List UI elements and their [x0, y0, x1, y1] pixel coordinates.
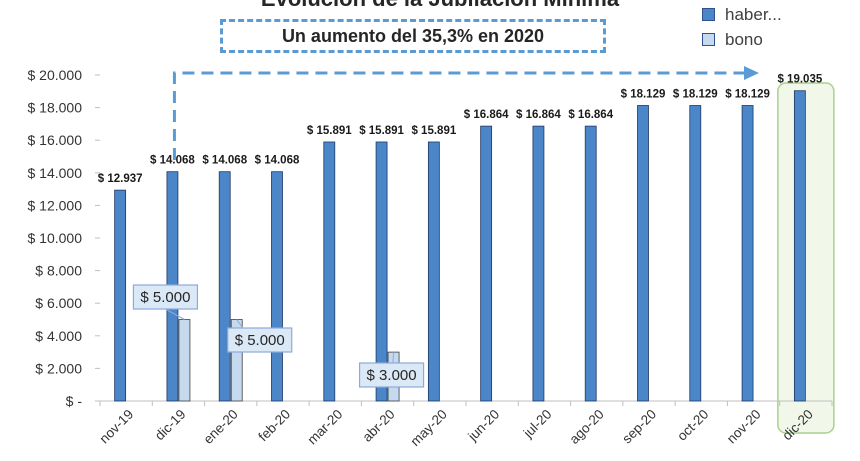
y-tick-label: $ 4.000 — [35, 328, 82, 344]
bar-haber — [427, 141, 440, 402]
y-tick-label: $ 10.000 — [28, 230, 83, 246]
data-label-bono: $ 5.000 — [140, 289, 190, 306]
legend-swatch-haber — [702, 8, 715, 21]
data-label-haber: $ 16.864 — [568, 109, 613, 121]
increase-annotation-box: Un aumento del 35,3% en 2020 — [220, 19, 606, 53]
bar-haber — [532, 125, 545, 402]
highlight-frame — [777, 82, 835, 434]
data-label-haber: $ 15.891 — [307, 125, 352, 137]
y-tick-label: $ 16.000 — [28, 132, 83, 148]
legend-item-bono: bono — [702, 27, 782, 52]
x-tick-label: abr-20 — [359, 407, 397, 445]
x-tick-label: ago-20 — [566, 407, 606, 447]
data-label-bono: $ 5.000 — [235, 332, 285, 349]
legend-item-haber: haber... — [702, 2, 782, 27]
bar-haber — [323, 141, 336, 402]
data-label-haber: $ 16.864 — [516, 109, 561, 121]
bar-haber — [584, 125, 597, 402]
x-tick-label: nov-20 — [724, 407, 764, 447]
x-tick-label: jun-20 — [464, 407, 502, 445]
data-label-haber: $ 14.068 — [255, 155, 300, 167]
increase-arrow-head — [744, 66, 759, 80]
legend: haber... bono — [702, 2, 782, 52]
bar-haber — [637, 105, 649, 402]
data-label-haber: $ 16.864 — [464, 109, 509, 121]
bar-bono — [178, 319, 191, 402]
data-label-haber: $ 18.129 — [621, 88, 666, 100]
data-label-haber: $ 15.891 — [411, 125, 456, 137]
x-tick-label: nov-19 — [96, 407, 136, 447]
data-label-haber: $ 15.891 — [359, 125, 404, 137]
legend-swatch-bono — [702, 33, 715, 46]
legend-label-haber: haber... — [725, 4, 782, 24]
y-tick-label: $ 12.000 — [28, 197, 83, 213]
bar-haber — [480, 125, 493, 402]
x-tick-label: jul-20 — [520, 407, 555, 442]
x-tick-label: may-20 — [408, 407, 450, 449]
bar-haber — [689, 105, 702, 402]
x-tick-label: feb-20 — [255, 407, 293, 445]
bono-callout-box — [132, 284, 199, 310]
data-label-haber: $ 14.068 — [202, 155, 247, 167]
data-label-haber: $ 18.129 — [673, 88, 718, 100]
increase-arrow — [172, 71, 745, 160]
y-tick-label: $ - — [66, 393, 83, 409]
bar-haber — [271, 171, 283, 402]
legend-label-bono: bono — [725, 29, 763, 49]
y-tick-label: $ 8.000 — [35, 263, 82, 279]
x-tick-label: sep-20 — [619, 407, 659, 447]
bar-haber — [218, 171, 231, 402]
y-tick-label: $ 18.000 — [28, 100, 83, 116]
y-tick-label: $ 2.000 — [35, 360, 82, 376]
x-tick-label: ene-20 — [200, 407, 240, 447]
x-tick-label: mar-20 — [305, 407, 346, 448]
y-tick-label: $ 6.000 — [35, 295, 82, 311]
chart-title: Evolución de la Jubilación Mínima — [180, 0, 700, 12]
data-label-haber: $ 14.068 — [150, 155, 195, 167]
y-tick-label: $ 14.000 — [28, 165, 83, 181]
data-label-bono: $ 3.000 — [367, 367, 417, 384]
data-label-haber: $ 19.035 — [777, 74, 822, 86]
x-tick-label: oct-20 — [674, 407, 711, 444]
bono-callout-box — [227, 327, 293, 353]
bono-callout-box — [358, 362, 425, 388]
bar-haber — [741, 105, 754, 402]
bono-leader-line — [165, 308, 185, 320]
increase-annotation-text: Un aumento del 35,3% en 2020 — [281, 25, 545, 46]
y-tick-label: $ 20.000 — [28, 67, 83, 83]
bar-haber — [793, 90, 806, 402]
bar-haber — [375, 141, 388, 402]
data-label-haber: $ 18.129 — [725, 88, 770, 100]
x-tick-label: dic-19 — [152, 407, 189, 444]
data-label-haber: $ 12.937 — [98, 173, 143, 185]
bar-haber — [114, 189, 127, 402]
